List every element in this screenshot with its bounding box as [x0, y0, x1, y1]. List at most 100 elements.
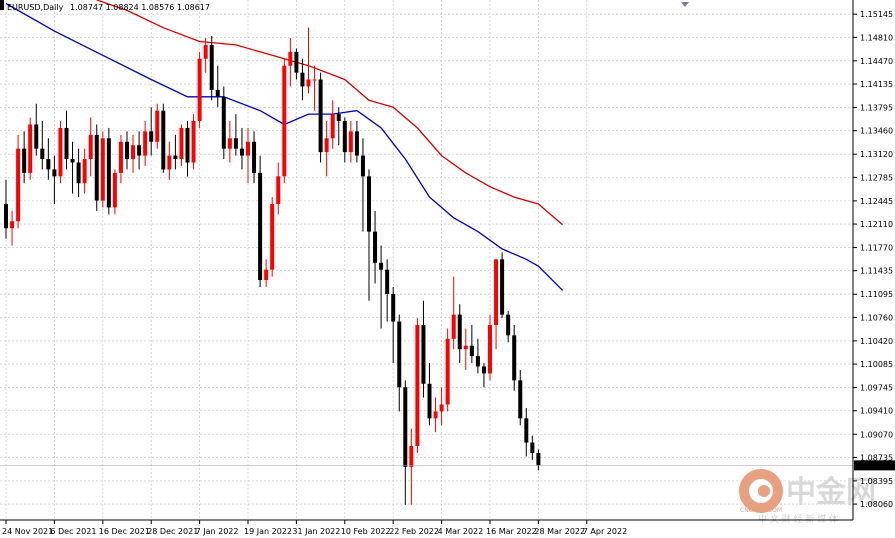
candles — [4, 27, 541, 505]
candle-body — [421, 325, 426, 384]
watermark-url-text: CNGOLD.COM — [740, 507, 782, 514]
candle-body — [312, 79, 317, 81]
chart-shift-marker-icon[interactable] — [681, 2, 689, 7]
y-tick-label: 1.08735 — [860, 453, 893, 462]
x-tick-label: 4 Mar 2022 — [438, 527, 484, 536]
candle-body — [360, 155, 365, 177]
y-tick-label: 1.10760 — [860, 313, 893, 322]
candle-body — [276, 176, 281, 204]
candle-body — [179, 127, 184, 160]
x-tick-label: 28 Mar 2022 — [534, 527, 585, 536]
candle-body — [197, 58, 202, 122]
price-axis: 1.15145 1.14810 1.14470 1.14135 1.13795 1.134… — [853, 10, 893, 509]
candle-body — [167, 155, 172, 170]
candle-body — [258, 172, 263, 281]
chart-ohlc-label: 1.08747 1.08824 1.08576 1.08617 — [70, 3, 210, 12]
candle-body — [433, 411, 438, 419]
candle-body — [324, 138, 329, 153]
candle-body — [506, 314, 511, 336]
candle-body — [348, 131, 353, 153]
candle-body — [385, 269, 390, 294]
candle-body — [149, 131, 154, 142]
x-tick-label: 7 Apr 2022 — [583, 527, 627, 536]
y-tick-label: 1.09410 — [860, 407, 893, 416]
x-tick-label: 16 Mar 2022 — [486, 527, 537, 536]
y-tick-label: 1.08395 — [860, 477, 893, 486]
candle-body — [488, 325, 492, 374]
candle-body — [209, 44, 214, 90]
y-tick-label: 1.14135 — [860, 80, 893, 89]
y-tick-label: 1.09745 — [860, 384, 893, 393]
candle-body — [469, 345, 474, 357]
y-tick-label: 1.10085 — [860, 360, 893, 369]
candle-body — [239, 148, 244, 156]
candle-body — [300, 72, 305, 87]
candle-body — [342, 121, 347, 153]
candle-body — [131, 145, 136, 160]
candle-body — [10, 221, 15, 229]
candle-body — [481, 366, 486, 374]
candle-body — [397, 321, 402, 388]
candle-body — [536, 452, 541, 466]
x-tick-label: 28 Dec 2021 — [147, 527, 198, 536]
candle-body — [373, 231, 378, 263]
candle-body — [445, 338, 450, 405]
candle-body — [233, 138, 238, 149]
candle-body — [82, 159, 87, 184]
last-price-label: 1.08617 — [858, 461, 891, 470]
candle-body — [155, 110, 160, 142]
y-tick-label: 1.13460 — [860, 127, 893, 136]
chart-symbol-label: EURUSD,Daily — [7, 3, 64, 12]
last-price-marker — [854, 460, 895, 471]
candle-body — [215, 89, 220, 97]
candle-body — [173, 155, 178, 160]
candle-body — [46, 159, 51, 170]
candle-body — [494, 259, 499, 325]
candle-body — [288, 51, 293, 66]
candle-body — [282, 65, 287, 177]
candle-body — [185, 127, 190, 163]
y-tick-label: 1.12110 — [860, 220, 893, 229]
x-tick-label: 31 Jan 2022 — [292, 527, 340, 536]
x-tick-label: 10 Feb 2022 — [341, 527, 391, 536]
candle-body — [34, 124, 39, 149]
candle-body — [100, 138, 105, 201]
candle-body — [40, 148, 45, 160]
header-bullet — [0, 0, 4, 10]
watermark-main-text: 中金网 — [786, 475, 876, 510]
candle-body — [22, 148, 27, 173]
candle-body — [16, 148, 21, 222]
candle-body — [354, 131, 359, 156]
candle-body — [463, 345, 468, 350]
candle-body — [409, 446, 414, 467]
x-tick-label: 22 Feb 2022 — [389, 527, 439, 536]
y-tick-label: 1.12785 — [860, 173, 893, 182]
candle-body — [451, 314, 456, 339]
candle-body — [58, 127, 63, 177]
candle-body — [391, 293, 396, 322]
candle-body — [264, 269, 269, 281]
candle-body — [64, 127, 69, 160]
candle-body — [52, 169, 57, 177]
candle-body — [294, 51, 299, 73]
candle-body — [246, 141, 250, 156]
y-tick-label: 1.12445 — [860, 197, 893, 206]
y-tick-label: 1.15145 — [860, 10, 893, 19]
candle-body — [518, 380, 523, 419]
y-tick-label: 1.10420 — [860, 337, 893, 346]
y-tick-label: 1.08060 — [860, 500, 893, 509]
candle-body — [524, 418, 529, 443]
candle-body — [379, 262, 384, 270]
candle-body — [161, 110, 166, 170]
candle-body — [203, 44, 208, 59]
candle-body — [125, 141, 129, 160]
candle-body — [76, 162, 81, 184]
y-tick-label: 1.11770 — [860, 244, 893, 253]
candle-body — [112, 172, 117, 208]
y-tick-label: 1.11095 — [860, 290, 893, 299]
candle-body — [143, 131, 148, 156]
y-tick-label: 1.11435 — [860, 267, 893, 276]
